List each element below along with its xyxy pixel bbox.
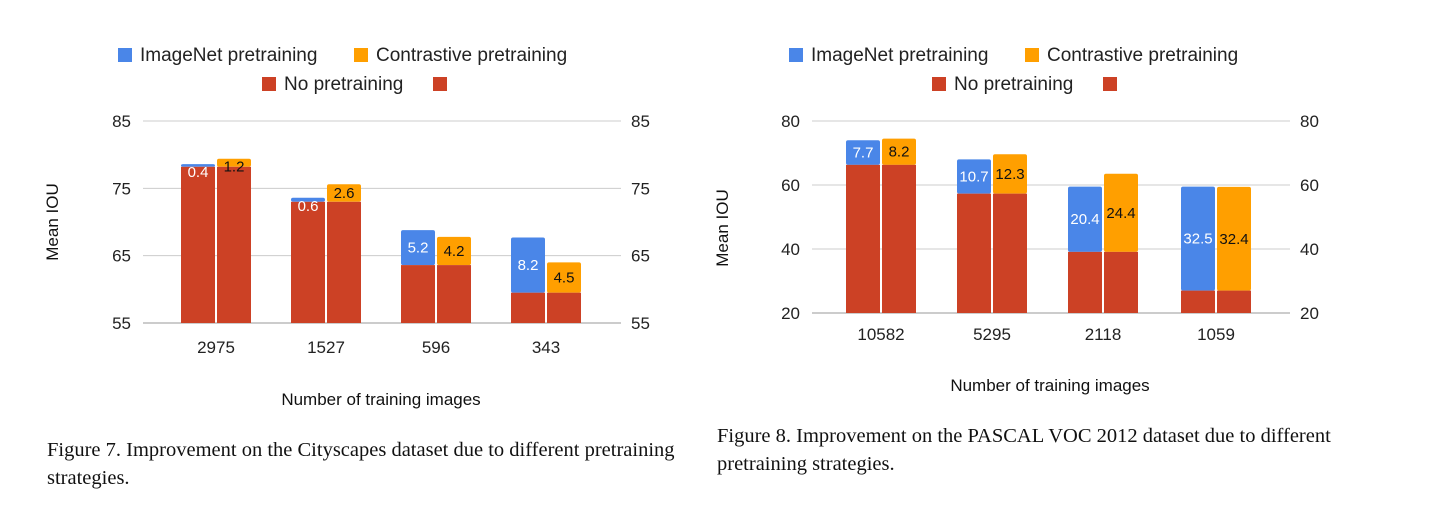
bar-no-pretraining (437, 265, 471, 323)
bar-contrastive (1217, 186, 1251, 291)
pascal-voc-chart: 20 20 40 40 60 60 80 80 Mean IOU Number of traini… (713, 45, 1319, 395)
y-tick-label-right: 75 (631, 179, 650, 198)
legend-label: ImageNet pretraining (811, 45, 988, 66)
bar-no-pretraining (217, 166, 251, 323)
bar-data-label: 20.4 (1070, 211, 1099, 228)
x-tick-label: 343 (532, 338, 560, 357)
x-tick-label: 1527 (307, 338, 345, 357)
y-tick-label-right: 20 (1300, 304, 1319, 323)
figure-7-caption: Figure 7. Improvement on the Cityscapes … (47, 439, 675, 489)
bar-no-pretraining (1068, 251, 1102, 313)
y-tick-label-right: 85 (631, 112, 650, 131)
bar-data-label: 5.2 (408, 240, 429, 257)
y-tick-label-left: 20 (781, 304, 800, 323)
y-axis-title: Mean IOU (713, 189, 732, 266)
legend-swatch (118, 48, 132, 62)
bar-contrastive (993, 154, 1027, 194)
legend-label: ImageNet pretraining (140, 45, 317, 66)
legend-swatch (1103, 77, 1117, 91)
bar-contrastive (882, 138, 916, 165)
legend-swatch (262, 77, 276, 91)
legend-swatch (789, 48, 803, 62)
legend-label: Contrastive pretraining (1047, 45, 1238, 66)
y-tick-label-left: 55 (112, 314, 131, 333)
bar-imagenet (401, 230, 435, 266)
bar-imagenet (1181, 186, 1215, 291)
bar-contrastive (327, 184, 361, 202)
bar-no-pretraining (327, 201, 361, 323)
legend-swatch (1025, 48, 1039, 62)
bar-data-label: 4.2 (444, 243, 465, 260)
bar-data-label: 0.6 (298, 198, 319, 215)
legend-swatch (354, 48, 368, 62)
bar-no-pretraining (846, 164, 880, 313)
y-tick-label-right: 80 (1300, 112, 1319, 131)
bar-data-label: 24.4 (1106, 205, 1135, 222)
y-tick-label-left: 65 (112, 247, 131, 266)
bar-no-pretraining (1181, 290, 1215, 313)
bar-data-label: 12.3 (995, 166, 1024, 183)
bar-data-label: 8.2 (518, 257, 539, 274)
bar-data-label: 0.4 (188, 164, 209, 181)
legend-swatch (932, 77, 946, 91)
x-tick-label: 2975 (197, 338, 235, 357)
bar-data-label: 1.2 (224, 159, 245, 176)
y-tick-label-left: 40 (781, 240, 800, 259)
x-axis-title: Number of training images (950, 376, 1149, 395)
bar-data-label: 4.5 (554, 270, 575, 287)
bar-imagenet (511, 237, 545, 293)
bar-imagenet (846, 140, 880, 165)
bar-no-pretraining (1104, 251, 1138, 313)
y-tick-label-left: 60 (781, 176, 800, 195)
bar-data-label: 2.6 (334, 185, 355, 202)
figure-8-caption: Figure 8. Improvement on the PASCAL VOC … (717, 425, 1331, 475)
bar-data-label: 32.5 (1183, 231, 1212, 248)
legend-label: No pretraining (284, 74, 403, 95)
bar-no-pretraining (547, 292, 581, 323)
legend-swatch (433, 77, 447, 91)
bar-no-pretraining (957, 193, 991, 313)
bar-imagenet (181, 164, 215, 167)
legend-label: No pretraining (954, 74, 1073, 95)
bar-imagenet (1068, 186, 1102, 252)
legend-label: Contrastive pretraining (376, 45, 567, 66)
x-tick-label: 596 (422, 338, 450, 357)
y-tick-label-left: 80 (781, 112, 800, 131)
bar-data-label: 10.7 (959, 169, 988, 186)
bar-imagenet (291, 197, 325, 202)
x-axis-title: Number of training images (281, 390, 480, 409)
y-tick-label-right: 40 (1300, 240, 1319, 259)
bar-no-pretraining (993, 193, 1027, 313)
bar-no-pretraining (401, 265, 435, 323)
bar-no-pretraining (291, 201, 325, 323)
bar-contrastive (437, 236, 471, 266)
bar-imagenet (957, 159, 991, 194)
bar-data-label: 8.2 (889, 144, 910, 161)
cityscapes-chart: 55 55 65 65 75 75 85 85 Mean IOU Number of traini… (43, 45, 650, 409)
y-tick-label-right: 65 (631, 247, 650, 266)
bar-no-pretraining (1217, 290, 1251, 313)
x-tick-label: 1059 (1197, 325, 1235, 344)
bar-no-pretraining (181, 166, 215, 323)
bar-no-pretraining (511, 292, 545, 323)
y-tick-label-left: 75 (112, 179, 131, 198)
y-tick-label-right: 55 (631, 314, 650, 333)
bar-contrastive (547, 262, 581, 293)
x-tick-label: 5295 (973, 325, 1011, 344)
bar-contrastive (217, 158, 251, 167)
y-tick-label-right: 60 (1300, 176, 1319, 195)
y-axis-title: Mean IOU (43, 183, 62, 260)
bar-no-pretraining (882, 164, 916, 313)
x-tick-label: 2118 (1085, 325, 1122, 344)
bar-data-label: 32.4 (1219, 231, 1248, 248)
bar-contrastive (1104, 173, 1138, 252)
bar-data-label: 7.7 (853, 145, 874, 162)
y-tick-label-left: 85 (112, 112, 131, 131)
x-tick-label: 10582 (857, 325, 904, 344)
